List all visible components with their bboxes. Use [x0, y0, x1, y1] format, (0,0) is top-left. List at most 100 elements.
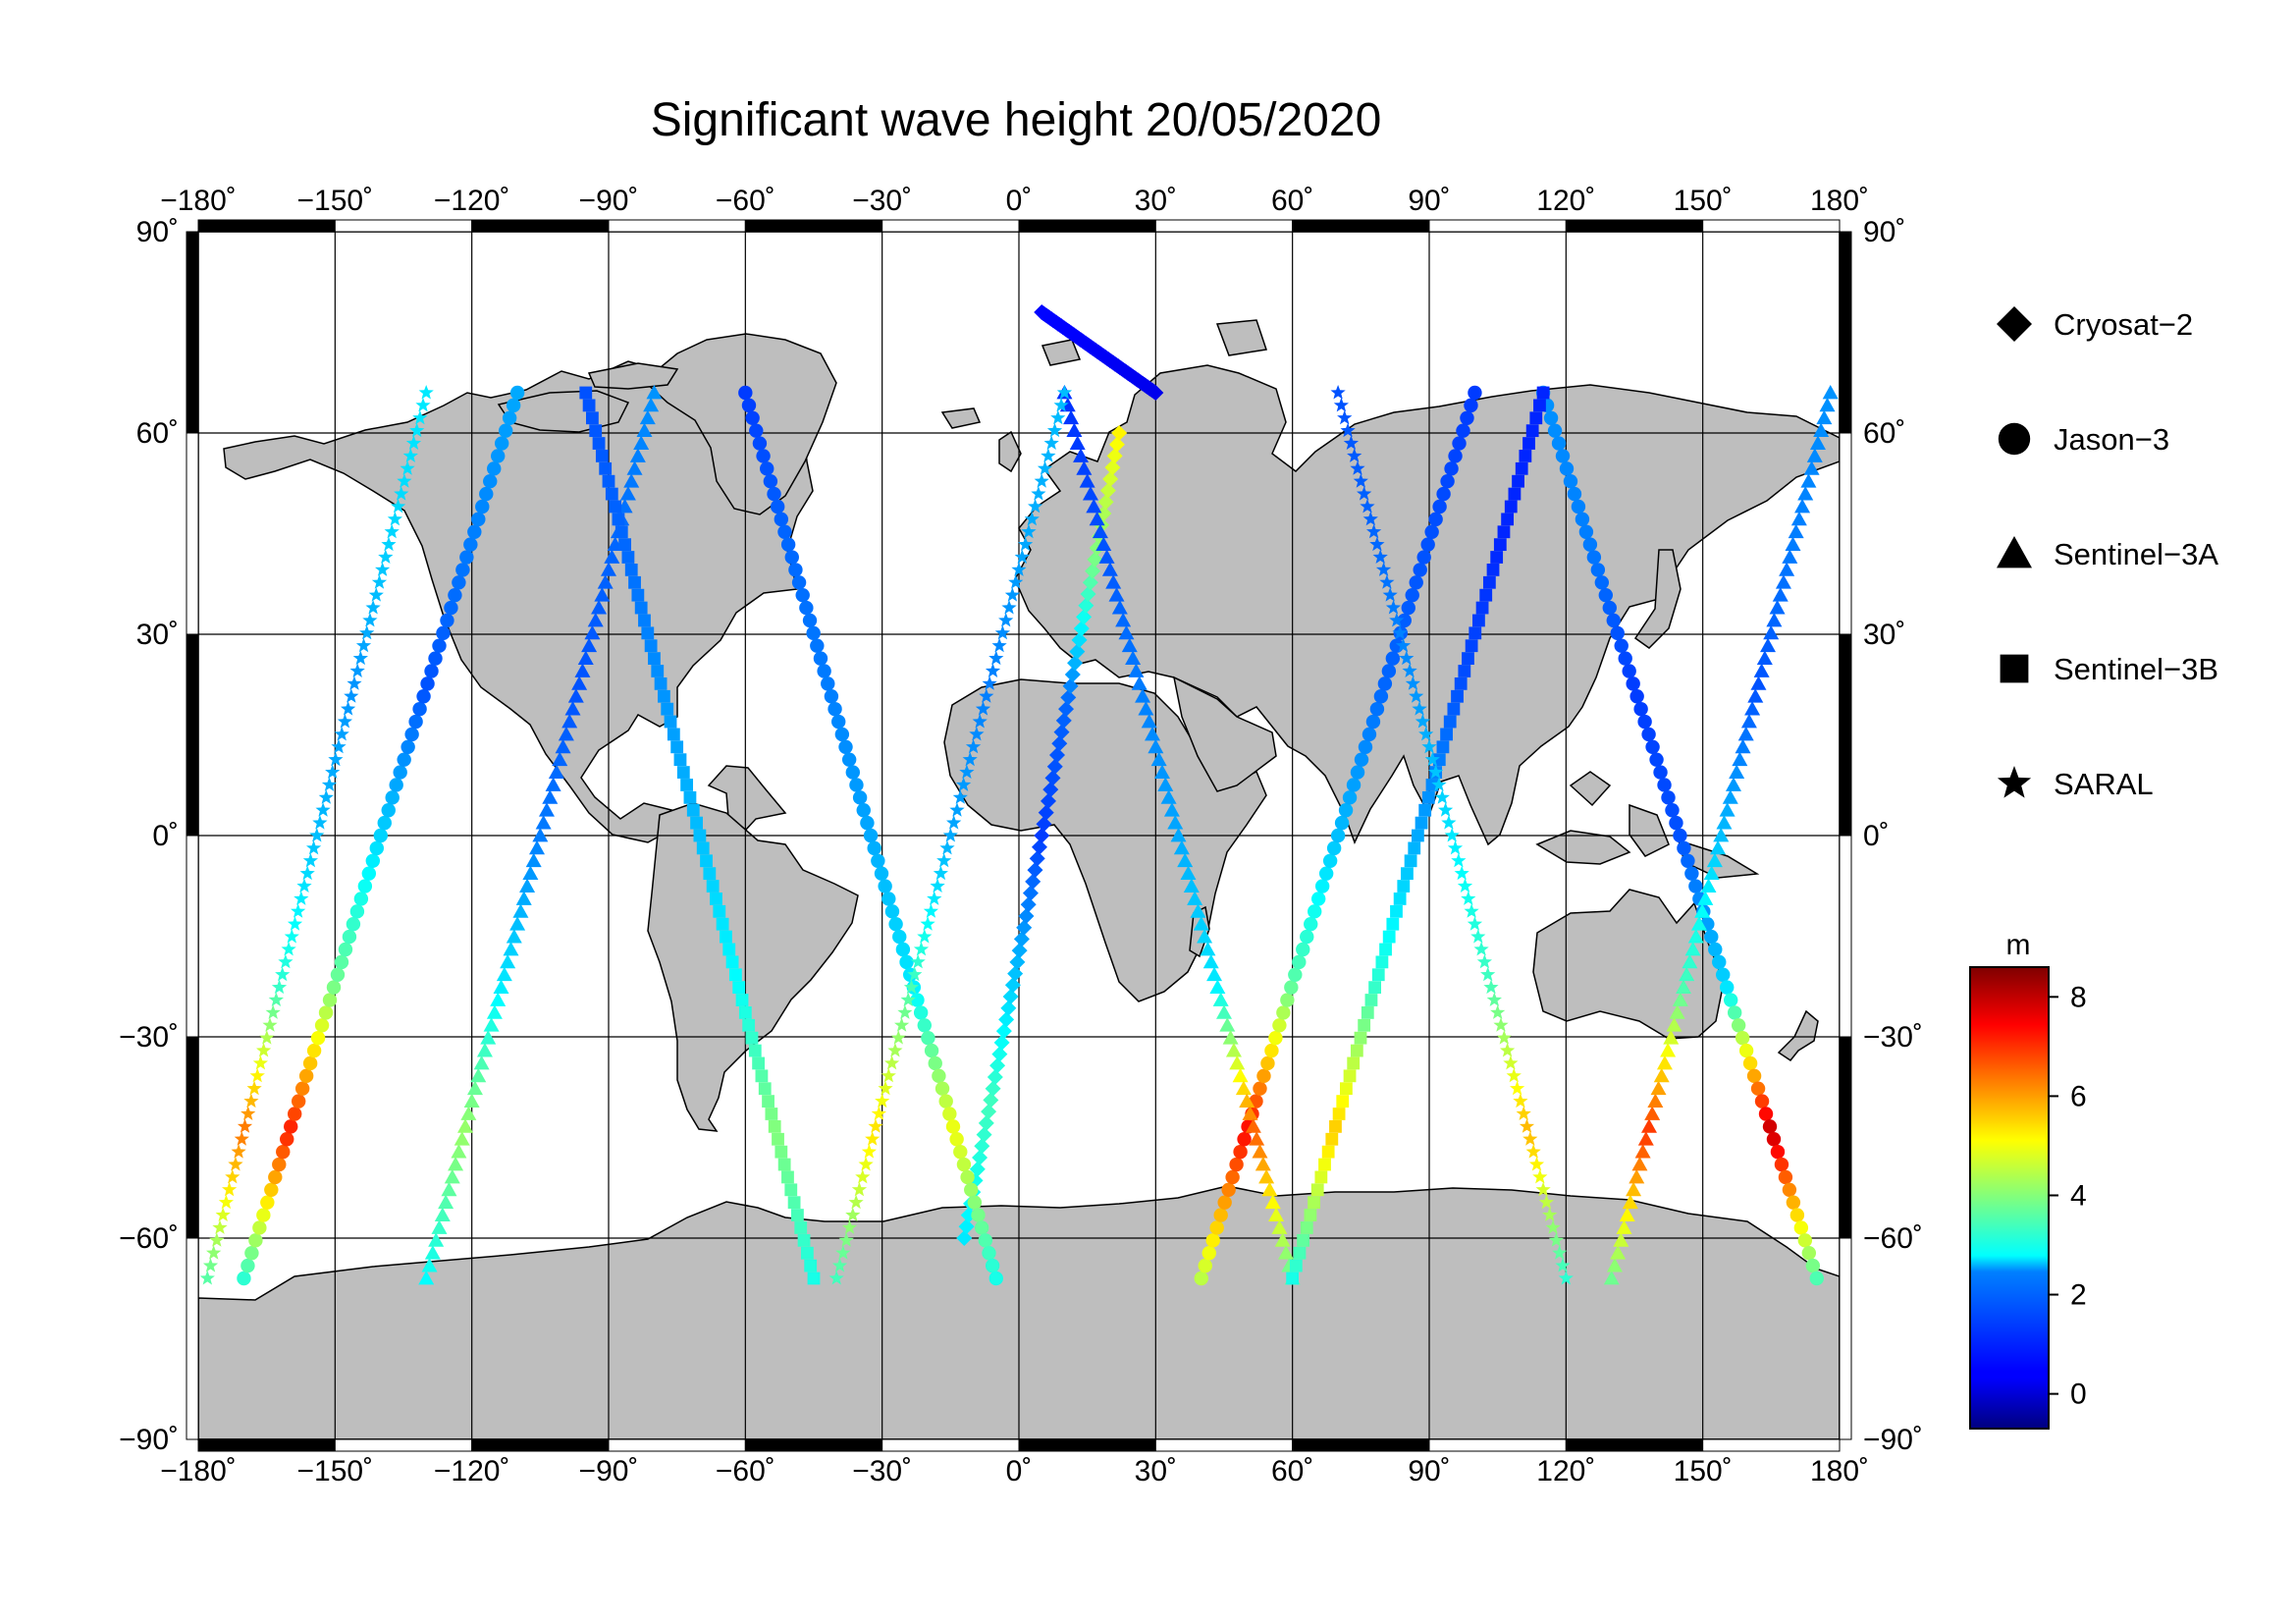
track-point: [1490, 551, 1504, 564]
track-point: [381, 536, 397, 552]
track-point: [1563, 474, 1578, 489]
track-point: [1706, 852, 1723, 868]
track-point: [974, 1138, 990, 1155]
track-point: [1704, 929, 1719, 945]
track-point: [1095, 536, 1112, 552]
track-point: [206, 1245, 222, 1260]
track-point: [972, 714, 988, 729]
track-point: [352, 650, 368, 666]
track-point: [1710, 839, 1727, 855]
track-point: [545, 777, 561, 791]
track-point: [1425, 779, 1439, 791]
track-point: [1454, 865, 1469, 881]
track-point: [1479, 588, 1493, 602]
track-point: [1025, 873, 1041, 890]
track-point: [1763, 624, 1780, 640]
track-point: [1395, 637, 1412, 653]
track-point: [1000, 1000, 1017, 1016]
track-point: [1056, 385, 1073, 400]
track-point: [1626, 1181, 1642, 1197]
track-point: [703, 867, 717, 881]
track-point: [1031, 486, 1046, 501]
lat-tick-label-left: −90˚: [119, 1424, 179, 1456]
track-point: [1379, 574, 1395, 589]
track-point: [424, 664, 439, 678]
track-point: [467, 524, 482, 539]
track-point: [1326, 840, 1342, 856]
track-point: [260, 1195, 275, 1210]
track-point: [365, 853, 381, 868]
track-point: [490, 992, 507, 1006]
frame-bar-bottom: [197, 1438, 336, 1452]
track-point: [1197, 929, 1213, 944]
track-point: [1758, 1107, 1774, 1121]
track-point: [932, 1068, 946, 1084]
frame-bar-top: [1702, 219, 1841, 233]
track-point: [1121, 637, 1138, 653]
track-point: [661, 702, 674, 716]
track-point: [1772, 587, 1789, 602]
track-point: [756, 449, 771, 463]
track-point: [956, 777, 972, 791]
track-point: [646, 385, 663, 400]
track-point: [341, 701, 356, 716]
track-point: [1510, 1080, 1525, 1096]
track-point: [1092, 523, 1108, 539]
track-point: [946, 815, 962, 830]
track-point: [397, 752, 411, 767]
track-point: [1076, 609, 1093, 625]
track-point: [1428, 764, 1444, 779]
track-point: [1467, 916, 1483, 931]
track-point: [460, 1106, 477, 1120]
track-point: [1002, 989, 1019, 1004]
lat-tick-label-left: −30˚: [119, 1021, 179, 1054]
track-point: [1104, 460, 1121, 476]
track-point: [1375, 955, 1389, 969]
track-point: [974, 1220, 989, 1235]
track-point: [1300, 929, 1314, 945]
track-point: [577, 650, 594, 665]
track-point: [1237, 1132, 1252, 1147]
frame-bar-top: [1428, 219, 1567, 233]
track-point: [1610, 1245, 1627, 1260]
track-point: [817, 664, 831, 678]
track-point: [1746, 1068, 1762, 1084]
track-point: [1020, 896, 1037, 913]
track-point: [1538, 1194, 1554, 1210]
track-point: [256, 1043, 272, 1057]
track-point: [1782, 549, 1798, 564]
track-point: [1493, 538, 1507, 552]
frame-bar-right: [1839, 1237, 1852, 1440]
track-point: [268, 992, 284, 1006]
legend-label: SARAL: [2054, 767, 2154, 801]
track-point: [1085, 563, 1101, 579]
track-point: [506, 929, 522, 944]
track-point: [774, 512, 789, 527]
track-point: [454, 1131, 470, 1146]
track-point: [1452, 436, 1467, 451]
track-point: [834, 727, 850, 742]
track-point: [1034, 828, 1050, 843]
track-point: [1673, 828, 1687, 843]
southeast-asia-islands: [1535, 771, 1760, 879]
track-point: [1308, 904, 1322, 919]
track-point: [463, 537, 478, 552]
track-point: [1575, 512, 1590, 527]
track-point: [1740, 714, 1757, 729]
track-point: [1193, 916, 1209, 931]
track-point: [1288, 967, 1303, 982]
track-point: [252, 1055, 268, 1070]
track-point: [555, 738, 571, 754]
track-point: [910, 953, 926, 969]
track-point: [265, 1004, 281, 1019]
track-point: [917, 929, 933, 944]
track-point: [515, 891, 532, 905]
track-point: [985, 1080, 1001, 1097]
track-point: [804, 1259, 818, 1272]
track-point: [1278, 1245, 1295, 1260]
track-point: [1729, 764, 1745, 779]
track-point: [248, 1233, 263, 1248]
page-title: Significant wave height 20/05/2020: [650, 94, 1382, 146]
track-point: [291, 1094, 306, 1109]
track-point: [1225, 1169, 1240, 1185]
